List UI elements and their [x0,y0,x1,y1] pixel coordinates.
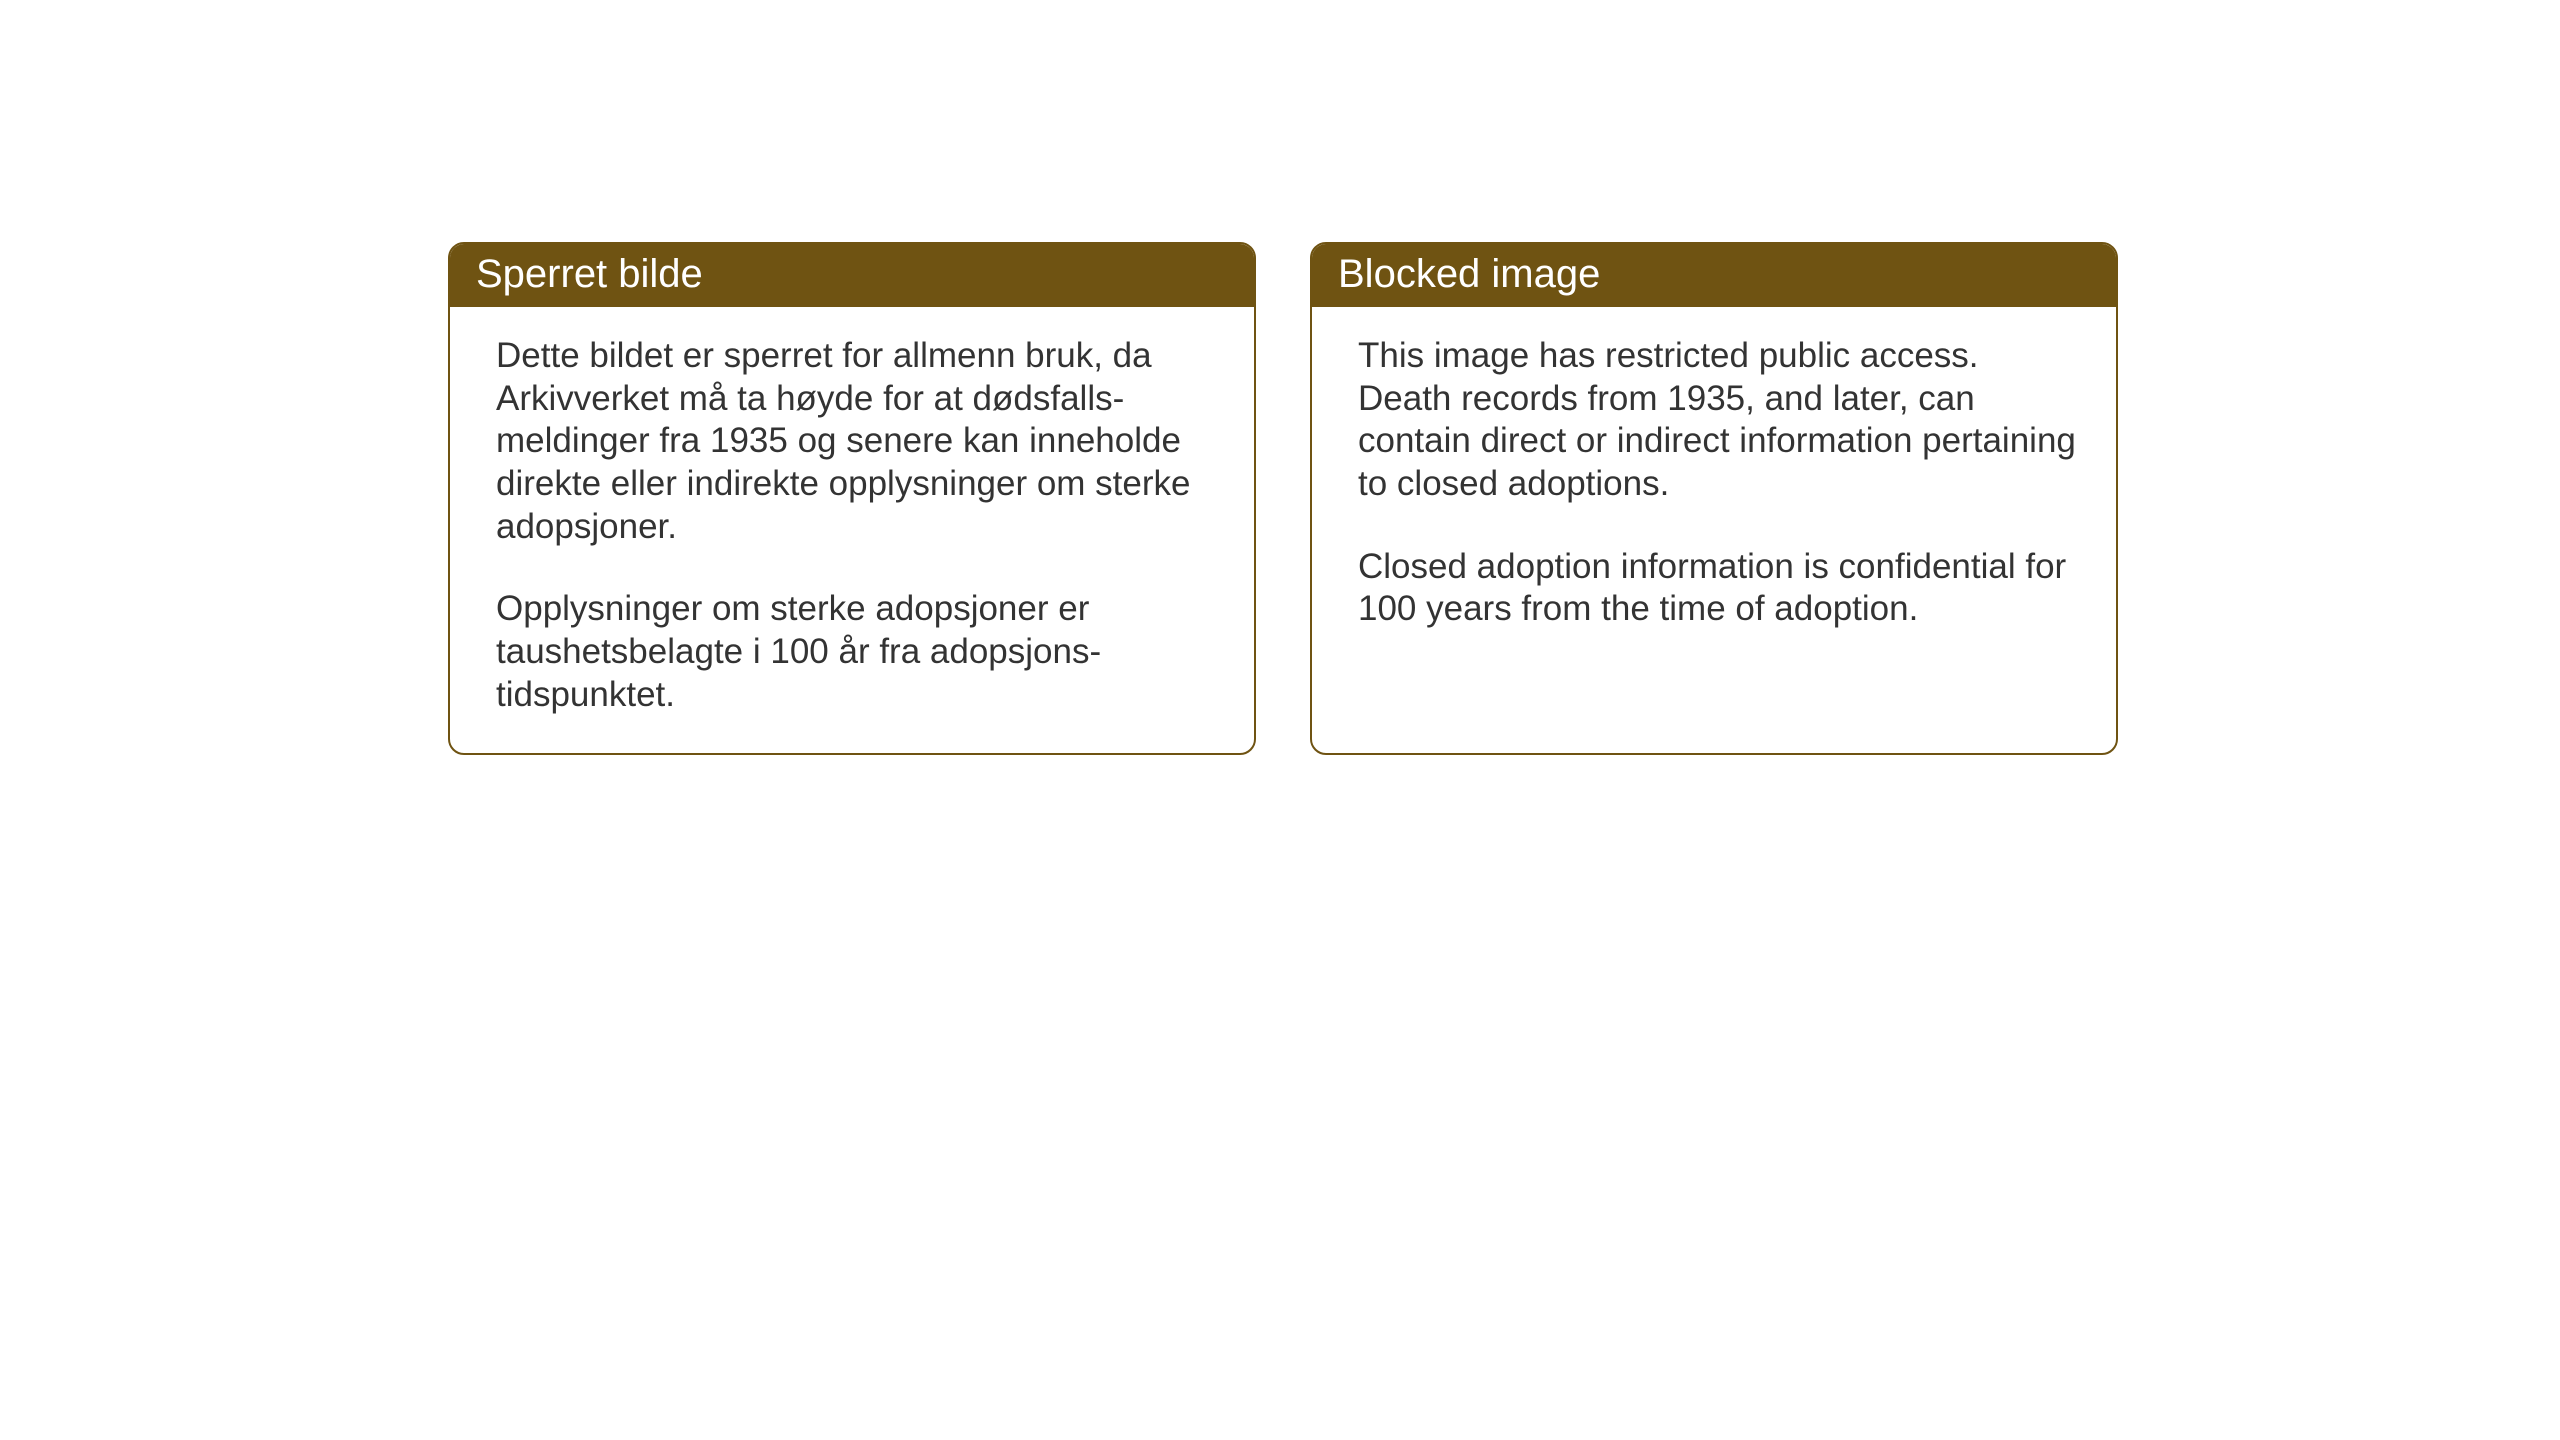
card-norwegian-title: Sperret bilde [476,252,703,296]
card-norwegian-paragraph-1: Dette bildet er sperret for allmenn bruk… [496,335,1214,548]
card-english-paragraph-2: Closed adoption information is confident… [1358,546,2076,631]
card-english-header: Blocked image [1312,244,2116,307]
card-english: Blocked image This image has restricted … [1310,242,2118,755]
card-norwegian: Sperret bilde Dette bildet er sperret fo… [448,242,1256,755]
card-english-title: Blocked image [1338,252,1600,296]
cards-container: Sperret bilde Dette bildet er sperret fo… [448,242,2118,755]
card-norwegian-body: Dette bildet er sperret for allmenn bruk… [450,307,1254,753]
card-english-paragraph-1: This image has restricted public access.… [1358,335,2076,506]
card-english-body: This image has restricted public access.… [1312,307,2116,667]
card-norwegian-header: Sperret bilde [450,244,1254,307]
card-norwegian-paragraph-2: Opplysninger om sterke adopsjoner er tau… [496,588,1214,716]
